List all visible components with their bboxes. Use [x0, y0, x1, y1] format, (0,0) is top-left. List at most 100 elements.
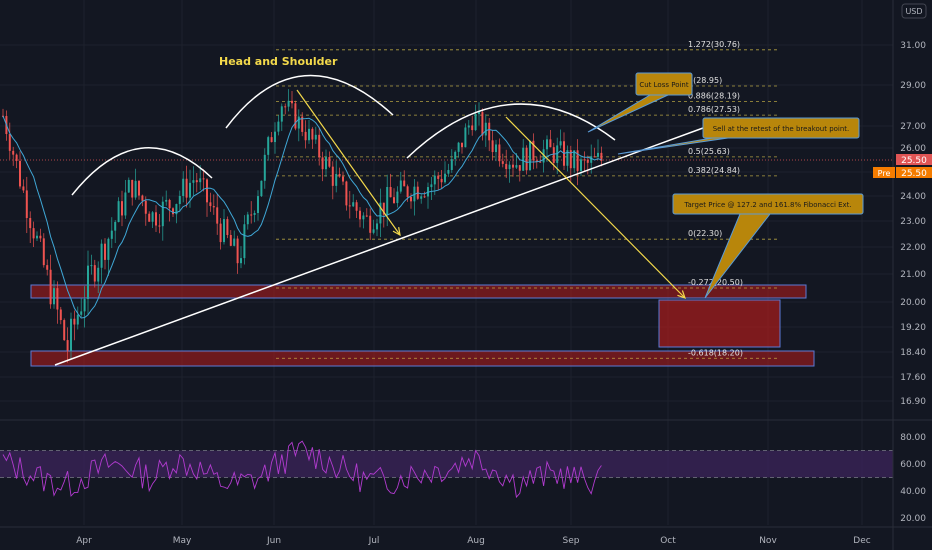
candle-body	[243, 224, 246, 259]
candle-body	[389, 186, 392, 198]
last-price: 25.50	[901, 156, 927, 166]
candle-body	[270, 137, 273, 143]
candle-body	[246, 214, 249, 225]
y-tick-11: 18.40	[900, 348, 926, 358]
candle-body	[457, 142, 460, 152]
currency-badge[interactable]: USD	[901, 3, 927, 19]
candle-body	[352, 202, 355, 207]
candle-body	[63, 320, 66, 341]
rsi-tick-2: 40.00	[900, 487, 926, 497]
candle-body	[110, 230, 113, 239]
candle-body	[141, 195, 144, 201]
candle-body	[318, 134, 321, 158]
candle-body	[362, 215, 365, 220]
candle-body	[440, 178, 443, 183]
candle-body	[274, 131, 276, 143]
x-tick-3: Jul	[368, 536, 380, 546]
candle-body	[566, 150, 569, 166]
candle-body	[481, 112, 484, 136]
candle-body	[124, 192, 127, 216]
candle-body	[104, 243, 106, 260]
candle-body	[100, 243, 103, 268]
candle-body	[447, 169, 450, 174]
candle-body	[488, 122, 491, 141]
candle-body	[280, 106, 283, 122]
pre-price: 25.50	[901, 169, 927, 179]
candle-body	[199, 178, 202, 183]
y-tick-8: 21.00	[900, 270, 926, 280]
candle-body	[539, 161, 542, 163]
candle-body	[471, 125, 474, 131]
candle-body	[467, 125, 470, 128]
candle-body	[325, 157, 327, 170]
candle-body	[386, 186, 389, 215]
candle-body	[410, 196, 412, 202]
candle-body	[559, 141, 562, 146]
candle-body	[529, 140, 531, 171]
candle-body	[498, 144, 501, 162]
candle-body	[484, 122, 487, 136]
candle-body	[8, 134, 11, 151]
candle-body	[138, 180, 140, 196]
x-tick-4: Aug	[467, 536, 485, 546]
candle-body	[257, 196, 259, 213]
y-tick-5: 24.00	[900, 192, 926, 202]
candle-body	[297, 116, 300, 129]
currency-label: USD	[905, 7, 922, 16]
candle-body	[600, 152, 603, 161]
candle-body	[437, 175, 440, 179]
candle-body	[36, 235, 38, 239]
candle-body	[549, 139, 552, 148]
rsi-tick-1: 60.00	[900, 460, 926, 470]
candle-body	[552, 147, 555, 163]
fib-label-3: 0.786(27.53)	[688, 105, 740, 114]
cut-loss-callout-text: Cut Loss Point	[639, 81, 689, 89]
candle-body	[287, 100, 290, 107]
candle-body	[226, 219, 229, 235]
candle-body	[19, 160, 21, 187]
rsi-tick-0: 80.00	[900, 433, 926, 443]
rsi-band	[0, 450, 893, 478]
candle-body	[291, 100, 293, 104]
candle-body	[127, 179, 130, 193]
right-shoulder-arc	[406, 103, 616, 159]
y-tick-2: 27.00	[900, 122, 926, 132]
y-tick-10: 19.20	[900, 323, 926, 333]
candle-body	[331, 166, 334, 186]
candle-body	[491, 140, 494, 153]
candle-body	[206, 179, 208, 203]
candle-body	[501, 161, 504, 164]
candle-body	[209, 202, 212, 207]
candle-body	[32, 228, 35, 239]
y-tick-13: 16.90	[900, 397, 926, 407]
candle-body	[182, 178, 185, 196]
candle-body	[212, 206, 215, 208]
candle-body	[355, 202, 358, 211]
candle-body	[406, 186, 409, 197]
sell-callout-box	[702, 117, 860, 139]
candle-body	[253, 212, 256, 215]
candle-body	[478, 112, 480, 115]
candle-body	[233, 238, 236, 246]
y-tick-1: 29.00	[900, 81, 926, 91]
x-tick-6: Oct	[660, 536, 676, 546]
candle-body	[151, 212, 154, 222]
candle-body	[338, 173, 341, 177]
candle-body	[22, 186, 25, 191]
candle-body	[229, 234, 232, 246]
candle-body	[444, 173, 446, 183]
candle-body	[29, 218, 32, 229]
candle-body	[573, 150, 576, 169]
candle-body	[433, 175, 436, 185]
candle-body	[240, 258, 242, 264]
fib-label-0: 1.272(30.76)	[688, 40, 740, 49]
rsi-tick-3: 20.00	[900, 514, 926, 524]
candle-body	[535, 160, 538, 162]
candle-body	[107, 238, 110, 260]
pre-market-tag: Pre 25.50	[873, 167, 932, 179]
candle-body	[49, 269, 52, 305]
candle-body	[474, 114, 477, 131]
y-tick-6: 23.00	[900, 217, 926, 227]
candle-body	[379, 202, 382, 224]
